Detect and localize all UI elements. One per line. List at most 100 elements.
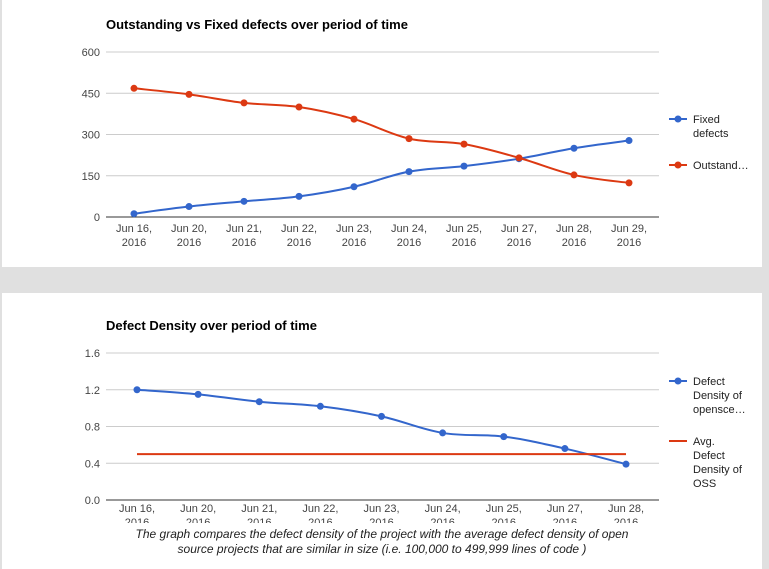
legend-label: defects <box>693 128 729 140</box>
data-point <box>561 445 569 453</box>
x-tick-label: 2016 <box>617 237 641 249</box>
x-tick-label: 2016 <box>553 517 577 523</box>
y-tick-label: 450 <box>82 88 100 100</box>
x-tick-label: Jun 24, <box>391 223 427 235</box>
x-tick-label: 2016 <box>614 517 638 523</box>
legend-label: opensce… <box>693 404 746 416</box>
x-tick-label: Jun 22, <box>281 223 317 235</box>
x-tick-label: 2016 <box>247 517 271 523</box>
x-tick-label: 2016 <box>186 517 210 523</box>
series-line <box>133 87 630 184</box>
legend-label: Fixed <box>693 114 720 126</box>
legend-marker <box>674 115 682 123</box>
defect-density-panel: Defect Density over period of time 1.6 1.… <box>2 293 762 569</box>
y-tick-label: 150 <box>82 171 100 183</box>
x-tick-label: Jun 16, <box>119 503 155 515</box>
x-tick-label: Jun 23, <box>363 503 399 515</box>
legend-marker <box>674 161 682 169</box>
x-tick-label: 2016 <box>122 237 146 249</box>
data-point <box>350 115 358 123</box>
x-tick-label: Jun 23, <box>336 223 372 235</box>
x-tick-label: 2016 <box>507 237 531 249</box>
x-tick-label: 2016 <box>308 517 332 523</box>
y-tick-label: 600 <box>82 47 100 59</box>
chart-title: Defect Density over period of time <box>106 318 317 333</box>
legend-label: Avg. <box>693 436 715 448</box>
data-point <box>460 162 468 170</box>
x-tick-label: 2016 <box>177 237 201 249</box>
x-tick-label: 2016 <box>452 237 476 249</box>
x-tick-label: Jun 16, <box>116 223 152 235</box>
data-point <box>570 144 578 152</box>
data-point <box>130 84 138 92</box>
data-point <box>439 429 447 437</box>
legend-label: Outstand… <box>693 160 749 172</box>
chart-caption: The graph compares the defect density of… <box>2 527 762 557</box>
data-point <box>570 171 578 179</box>
data-point <box>133 386 141 394</box>
x-tick-label: Jun 27, <box>547 503 583 515</box>
defect-density-chart: 1.6 1.2 0.8 0.4 0.0 Jun 16, 2016 Jun 20, 2016 Jun… <box>85 348 746 523</box>
legend-label: OSS <box>693 478 716 490</box>
data-point <box>405 135 413 143</box>
data-point <box>240 99 248 107</box>
x-tick-label: Jun 21, <box>241 503 277 515</box>
x-tick-label: Jun 29, <box>611 223 647 235</box>
data-point <box>622 460 630 468</box>
y-tick-label: 1.6 <box>85 348 100 360</box>
legend-label: Defect <box>693 450 725 462</box>
data-point <box>625 179 633 187</box>
y-tick-label: 0.8 <box>85 422 100 434</box>
series-line <box>133 139 630 215</box>
data-point <box>515 154 523 162</box>
x-tick-label: Jun 27, <box>501 223 537 235</box>
legend-label: Defect <box>693 376 725 388</box>
x-tick-label: 2016 <box>125 517 149 523</box>
legend-label: Density of <box>693 390 743 402</box>
legend-label: Density of <box>693 464 743 476</box>
data-point <box>316 402 324 410</box>
x-tick-label: 2016 <box>492 517 516 523</box>
data-point <box>194 390 202 398</box>
x-tick-label: Jun 28, <box>608 503 644 515</box>
y-tick-label: 300 <box>82 130 100 142</box>
y-tick-label: 0.4 <box>85 458 100 470</box>
outstanding-vs-fixed-chart: 600 450 300 150 0 Jun 16, 2016 Jun 20, 2016 Jun 2… <box>82 47 749 249</box>
x-tick-label: 2016 <box>232 237 256 249</box>
caption-line-1: The graph compares the defect density of… <box>135 527 629 541</box>
x-tick-label: Jun 22, <box>302 503 338 515</box>
x-tick-label: Jun 25, <box>486 503 522 515</box>
x-tick-label: 2016 <box>562 237 586 249</box>
data-point <box>255 398 263 406</box>
data-point <box>500 433 508 441</box>
data-point <box>295 192 303 200</box>
y-tick-label: 0.0 <box>85 495 100 507</box>
x-tick-label: 2016 <box>430 517 454 523</box>
data-point <box>185 203 193 211</box>
x-tick-label: Jun 28, <box>556 223 592 235</box>
data-point <box>378 412 385 420</box>
x-tick-label: 2016 <box>287 237 311 249</box>
x-tick-label: 2016 <box>369 517 393 523</box>
x-tick-label: Jun 20, <box>171 223 207 235</box>
caption-line-2: source projects that are similar in size… <box>177 542 587 556</box>
y-tick-label: 0 <box>94 212 100 224</box>
outstanding-vs-fixed-panel: Outstanding vs Fixed defects over period… <box>2 0 762 267</box>
x-tick-label: 2016 <box>342 237 366 249</box>
x-tick-label: Jun 25, <box>446 223 482 235</box>
data-point <box>405 168 413 176</box>
data-point <box>185 90 193 98</box>
data-point <box>295 103 303 111</box>
y-tick-label: 1.2 <box>85 385 100 397</box>
data-point <box>350 183 358 191</box>
data-point <box>130 210 138 218</box>
legend-marker <box>674 377 682 385</box>
data-point <box>460 140 468 148</box>
data-point <box>625 137 633 145</box>
data-point <box>240 197 248 205</box>
x-tick-label: 2016 <box>397 237 421 249</box>
x-tick-label: Jun 24, <box>425 503 461 515</box>
chart-title: Outstanding vs Fixed defects over period… <box>106 17 408 32</box>
x-tick-label: Jun 21, <box>226 223 262 235</box>
x-tick-label: Jun 20, <box>180 503 216 515</box>
